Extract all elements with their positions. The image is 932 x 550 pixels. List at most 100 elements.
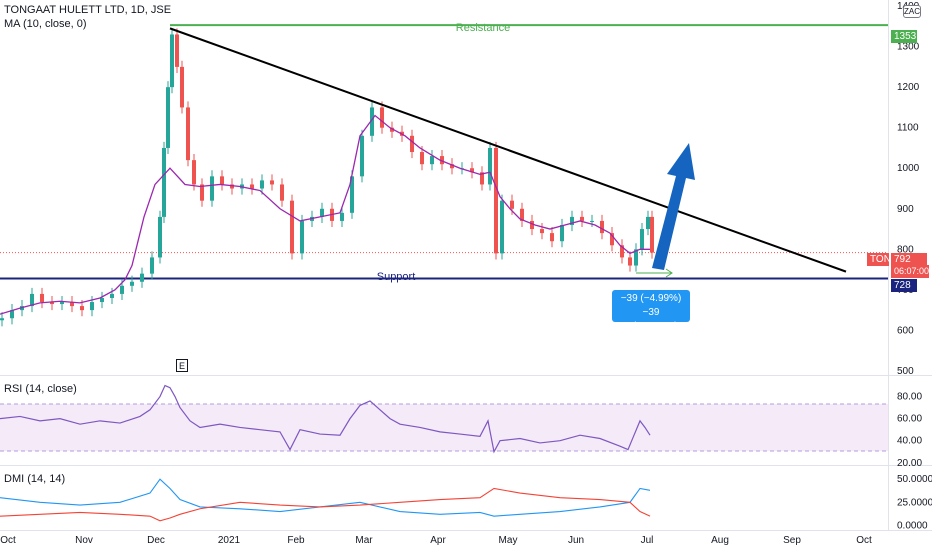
rsi-legend[interactable]: RSI (14, close) — [4, 383, 77, 395]
price-pane — [0, 24, 888, 327]
ma-legend[interactable]: MA (10, close, 0) — [4, 18, 87, 30]
date-axis-tick: 2021 — [218, 535, 241, 546]
candle-body — [610, 233, 614, 246]
candle-body — [140, 273, 144, 282]
candle-body — [440, 156, 444, 165]
dmi-line-minus — [0, 487, 651, 522]
measure-change: −39 (−4.99%) −39 — [620, 293, 682, 318]
price-axis-tick: 1100 — [897, 123, 919, 134]
candle-body — [80, 306, 84, 311]
dmi-axis-tick: 50.0000 — [897, 474, 932, 485]
candle-body — [550, 233, 554, 242]
dmi-legend[interactable]: DMI (14, 14) — [4, 473, 66, 485]
rsi-axis-tick: 80.00 — [897, 392, 922, 403]
price-axis-tick: 800 — [897, 244, 914, 255]
candle-body — [180, 66, 184, 108]
candle-body — [186, 107, 190, 161]
price-axis-tick: 500 — [897, 366, 914, 377]
candle-body — [340, 212, 344, 221]
candle-body — [250, 184, 254, 189]
candle-body — [500, 200, 504, 254]
measure-tooltip: −39 (−4.99%) −39 9 bars, 13d — [612, 290, 690, 332]
candle-body — [220, 176, 224, 185]
candle-body — [290, 200, 294, 254]
date-axis-tick: Nov — [75, 535, 93, 546]
candle-body — [162, 147, 166, 217]
candle-body — [590, 220, 594, 222]
last-price-tag: 792 — [891, 253, 927, 266]
candle-body — [90, 302, 94, 311]
support-label: Support — [377, 271, 416, 283]
candle-body — [530, 220, 534, 230]
candle-body — [120, 285, 124, 294]
candle-body — [494, 147, 498, 254]
price-axis-tick: 900 — [897, 204, 914, 215]
candle-body — [360, 135, 364, 177]
candle-body — [210, 176, 214, 201]
candle-body — [470, 168, 474, 173]
candle-body — [170, 34, 174, 88]
resistance-label: Resistance — [456, 22, 510, 34]
candle-body — [230, 184, 234, 189]
candle-body — [175, 34, 179, 67]
date-axis-tick: Feb — [287, 535, 305, 546]
candle-body — [0, 318, 4, 321]
dmi-axis-tick: 0.0000 — [897, 520, 928, 531]
rsi-band — [0, 404, 888, 451]
price-axis-tick: 1200 — [897, 82, 920, 93]
candle-body — [30, 293, 34, 307]
candle-body — [260, 180, 264, 189]
candle-body — [640, 229, 644, 250]
resistance-price-tag: 1353 — [891, 30, 917, 43]
candle-body — [70, 302, 74, 307]
candle-body — [40, 293, 44, 303]
candle-body — [450, 164, 454, 169]
candle-body — [110, 293, 114, 298]
price-axis-tick: 600 — [897, 325, 914, 336]
candle-body — [280, 184, 284, 201]
trendline — [169, 27, 847, 273]
ma-line — [0, 114, 650, 315]
candle-body — [166, 87, 170, 148]
earnings-marker[interactable]: E — [176, 359, 188, 372]
candle-body — [510, 200, 514, 209]
candle-body — [320, 208, 324, 217]
candle-body — [100, 297, 104, 303]
candle-body — [430, 156, 434, 165]
price-axis-tick: 1300 — [897, 42, 920, 53]
date-axis-tick: Sep — [783, 535, 801, 546]
candle-body — [634, 249, 638, 266]
candle-body — [150, 257, 154, 274]
rsi-axis-tick: 20.00 — [897, 458, 922, 469]
candle-body — [60, 302, 64, 305]
rsi-pane — [0, 384, 651, 454]
candle-body — [410, 135, 414, 153]
candle-body — [390, 127, 394, 132]
rsi-line — [0, 384, 651, 454]
dmi-axis-tick: 25.0000 — [897, 497, 932, 508]
date-axis-tick: Oct — [856, 535, 872, 546]
date-axis-tick: Jun — [568, 535, 584, 546]
candle-body — [488, 147, 492, 185]
candle-body — [270, 180, 274, 185]
candle-body — [130, 281, 134, 286]
candle-body — [570, 216, 574, 225]
candle-body — [380, 107, 384, 128]
rsi-axis-tick: 60.00 — [897, 414, 922, 425]
dmi-line-plus — [0, 478, 651, 517]
dmi-pane — [0, 478, 651, 522]
price-axis-tick: 1000 — [897, 163, 920, 174]
date-axis-tick: Apr — [430, 535, 446, 546]
candle-body — [420, 152, 424, 165]
candle-body — [158, 216, 162, 258]
currency-badge[interactable]: ZAC — [903, 5, 921, 18]
up-arrow-icon[interactable] — [652, 143, 695, 270]
candle-body — [628, 257, 632, 266]
support-price-tag: 728 — [891, 279, 917, 292]
candle-body — [560, 225, 564, 242]
date-axis-tick: Mar — [355, 535, 373, 546]
candle-body — [540, 229, 544, 234]
symbol-tag: TON — [867, 253, 891, 266]
